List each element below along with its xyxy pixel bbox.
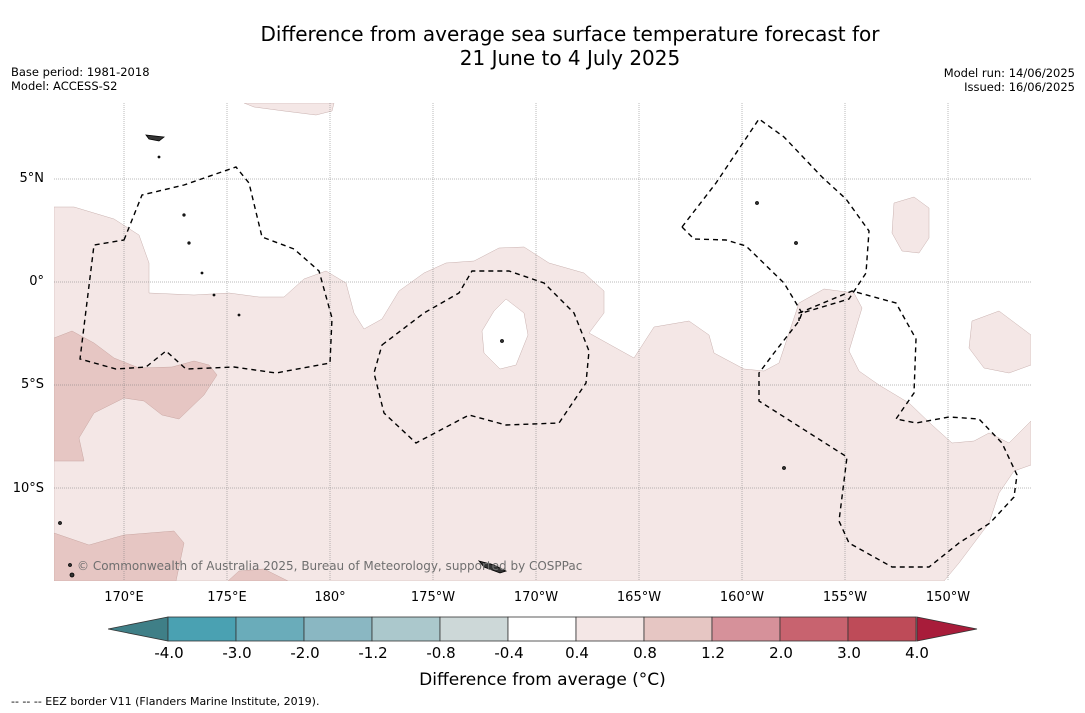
lon-label-175w: 175°W — [410, 590, 456, 605]
meta-left: Base period: 1981-2018 Model: ACCESS-S2 — [11, 65, 150, 93]
colorbar-tick: 0.8 — [633, 644, 657, 662]
colorbar-cell — [439, 616, 509, 642]
model-name: Model: ACCESS-S2 — [11, 79, 118, 93]
colorbar-tick: -0.4 — [494, 644, 524, 662]
colorbar-tick: -3.0 — [222, 644, 252, 662]
anomaly-region-medium-south — [54, 530, 185, 581]
colorbar — [108, 616, 978, 642]
colorbar-tick: -0.8 — [426, 644, 456, 662]
eez-legend: -- -- -- EEZ border V11 (Flanders Marine… — [11, 695, 320, 708]
lon-label-170w: 170°W — [513, 590, 559, 605]
model-run: Model run: 14/06/2025 — [943, 66, 1075, 80]
copyright-notice: © Commonwealth of Australia 2025, Bureau… — [77, 559, 583, 573]
lon-label-170e: 170°E — [104, 590, 144, 605]
colorbar-cell — [371, 616, 441, 642]
colorbar-cell — [779, 616, 849, 642]
colorbar-tick: 0.4 — [565, 644, 589, 662]
lon-label-165w: 165°W — [616, 590, 662, 605]
colorbar-tick: 4.0 — [905, 644, 929, 662]
colorbar-tick: 2.0 — [769, 644, 793, 662]
colorbar-cell — [167, 616, 237, 642]
islands — [58, 134, 798, 578]
colorbar-cell — [711, 616, 781, 642]
lon-label-150w: 150°W — [925, 590, 971, 605]
colorbar-cells — [167, 616, 917, 642]
colorbar-tick: 3.0 — [837, 644, 861, 662]
map-canvas — [54, 103, 1031, 581]
lon-label-160w: 160°W — [719, 590, 765, 605]
lat-label-5s: 5°S — [20, 377, 44, 392]
lat-label-5n: 5°N — [19, 171, 45, 186]
colorbar-cell — [507, 616, 577, 642]
meta-right: Model run: 14/06/2025 Issued: 16/06/2025 — [944, 66, 1075, 94]
anomaly-region-light — [54, 206, 1031, 581]
colorbar-label: Difference from average (°C) — [419, 670, 666, 690]
lon-label-175e: 175°E — [207, 590, 247, 605]
colorbar-cell — [643, 616, 713, 642]
colorbar-extend-low — [108, 616, 169, 642]
map-title: Difference from average sea surface temp… — [0, 22, 1085, 70]
issued-date: Issued: 16/06/2025 — [964, 80, 1075, 94]
anomaly-patch-east — [968, 310, 1031, 374]
colorbar-tick: 1.2 — [701, 644, 725, 662]
colorbar-tick: -4.0 — [154, 644, 184, 662]
base-period: Base period: 1981-2018 — [11, 65, 150, 79]
lon-label-155w: 155°W — [822, 590, 868, 605]
title-line-1: Difference from average sea surface temp… — [260, 22, 880, 46]
colorbar-tick: -2.0 — [290, 644, 320, 662]
eez-borders — [79, 118, 1018, 568]
anomaly-patch-medium-small — [227, 568, 289, 581]
anomaly-patch-ne — [891, 196, 930, 254]
colorbar-cell — [575, 616, 645, 642]
colorbar-extend-high — [916, 616, 978, 642]
lat-label-10s: 10°S — [12, 481, 44, 496]
colorbar-cell — [303, 616, 373, 642]
anomaly-patch-top — [243, 103, 335, 116]
lat-label-0: 0° — [29, 274, 44, 289]
colorbar-cell — [235, 616, 305, 642]
colorbar-tick: -1.2 — [358, 644, 388, 662]
sst-anomaly-map — [54, 103, 1031, 581]
lon-label-180: 180° — [314, 590, 346, 605]
colorbar-cell — [847, 616, 917, 642]
title-line-2: 21 June to 4 July 2025 — [459, 46, 681, 70]
anomaly-hole — [481, 298, 529, 370]
